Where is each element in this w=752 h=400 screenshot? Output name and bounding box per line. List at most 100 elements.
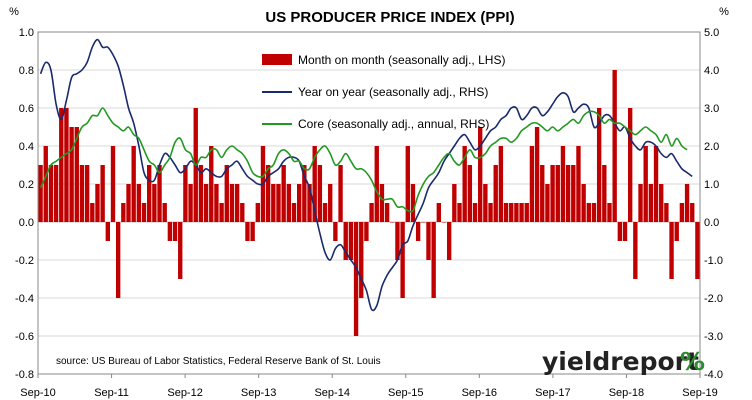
- left-tick-label: 0.0: [19, 217, 34, 229]
- mom-bar: [255, 203, 260, 222]
- right-tick-label: -4.0: [704, 369, 723, 381]
- mom-bars: [38, 70, 700, 336]
- mom-bar: [514, 203, 519, 222]
- mom-bar: [457, 203, 462, 222]
- x-tick-label: Sep-12: [167, 387, 202, 399]
- mom-bar: [529, 146, 535, 222]
- mom-bar: [48, 165, 54, 222]
- left-tick-label: -0.8: [15, 369, 34, 381]
- mom-bar: [240, 203, 245, 222]
- mom-bar: [136, 184, 142, 222]
- core-line: [39, 107, 688, 213]
- mom-bar: [607, 203, 612, 222]
- mom-bar: [64, 108, 69, 222]
- mom-bar: [302, 165, 307, 222]
- mom-bar: [602, 165, 607, 222]
- right-tick-label: 2.0: [704, 141, 719, 153]
- mom-bar: [203, 184, 209, 222]
- legend: Month on month (seasonally adj., LHS) Yea…: [262, 53, 505, 131]
- mom-bar: [157, 165, 162, 222]
- mom-bar: [426, 222, 431, 260]
- mom-bar: [333, 222, 338, 241]
- mom-bar: [141, 203, 147, 222]
- left-tick-label: 0.6: [19, 103, 34, 115]
- mom-bar: [338, 165, 343, 222]
- mom-bar: [421, 222, 426, 223]
- mom-bar: [178, 222, 183, 279]
- mom-bar: [183, 165, 188, 222]
- mom-bar: [627, 108, 633, 222]
- brand-text: yieldreport: [542, 347, 699, 376]
- mom-bar: [188, 184, 193, 222]
- mom-bar: [74, 127, 79, 222]
- mom-bar: [519, 203, 524, 222]
- mom-bar: [172, 222, 178, 241]
- x-tick-label: Sep-11: [94, 387, 129, 399]
- mom-bar: [374, 146, 379, 222]
- mom-bar: [224, 165, 229, 222]
- mom-bar: [276, 184, 281, 222]
- mom-bar: [534, 127, 540, 222]
- mom-bar: [53, 165, 59, 222]
- mom-bar: [245, 222, 250, 241]
- mom-bar: [38, 165, 43, 222]
- plot-frame: [37, 31, 701, 375]
- mom-bar: [565, 165, 571, 222]
- mom-bar: [328, 184, 333, 222]
- mom-bar: [343, 222, 348, 260]
- mom-bar: [467, 165, 473, 222]
- right-tick-label: 0.0: [704, 217, 719, 229]
- mom-bar: [115, 222, 121, 298]
- mom-bar: [359, 222, 364, 298]
- mom-bar: [162, 203, 167, 222]
- mom-bar: [674, 222, 679, 241]
- mom-bar: [100, 165, 105, 222]
- mom-bar: [493, 165, 498, 222]
- mom-bar: [643, 146, 648, 222]
- brand-percent-icon: %: [680, 347, 705, 376]
- mom-bar: [591, 203, 597, 222]
- mom-bar: [690, 203, 695, 222]
- mom-bar: [452, 184, 457, 222]
- mom-bar: [648, 184, 654, 222]
- brand-logo: yieldreport %: [542, 347, 705, 376]
- mom-bar: [684, 184, 690, 222]
- right-tick-label: 1.0: [704, 179, 719, 191]
- mom-bar: [90, 203, 95, 222]
- x-tick-label: Sep-15: [388, 387, 423, 399]
- mom-bar: [498, 146, 504, 222]
- legend-label: Year on year (seasonally adj., RHS): [298, 85, 488, 99]
- right-tick-label: -1.0: [704, 255, 723, 267]
- right-tick-label: 5.0: [704, 27, 719, 39]
- mom-bar: [550, 165, 555, 222]
- mom-bar: [84, 165, 90, 222]
- mom-bar: [271, 184, 276, 222]
- mom-bar: [364, 222, 369, 241]
- mom-bar: [441, 222, 447, 223]
- x-tick-label: Sep-16: [462, 387, 497, 399]
- mom-bar: [540, 165, 545, 222]
- mom-bar: [250, 222, 255, 241]
- mom-bar: [126, 184, 131, 222]
- mom-bar: [483, 184, 488, 222]
- mom-bar: [410, 184, 416, 222]
- mom-bar: [638, 184, 643, 222]
- mom-bar: [353, 222, 359, 336]
- legend-swatch-bar: [262, 54, 292, 65]
- mom-bar: [219, 203, 224, 222]
- mom-bar: [633, 222, 638, 279]
- mom-bar: [664, 203, 669, 222]
- mom-bar: [478, 127, 483, 222]
- right-axis-unit: %: [719, 6, 729, 18]
- mom-bar: [576, 146, 581, 222]
- mom-bar: [286, 184, 292, 222]
- source-note: source: US Bureau of Labor Statistics, F…: [56, 356, 381, 367]
- left-tick-label: 0.2: [19, 179, 34, 191]
- mom-bar: [384, 203, 390, 222]
- mom-bar: [229, 184, 235, 222]
- mom-bar: [291, 203, 297, 222]
- mom-bar: [131, 146, 136, 222]
- mom-bar: [586, 203, 591, 222]
- mom-bar: [317, 165, 323, 222]
